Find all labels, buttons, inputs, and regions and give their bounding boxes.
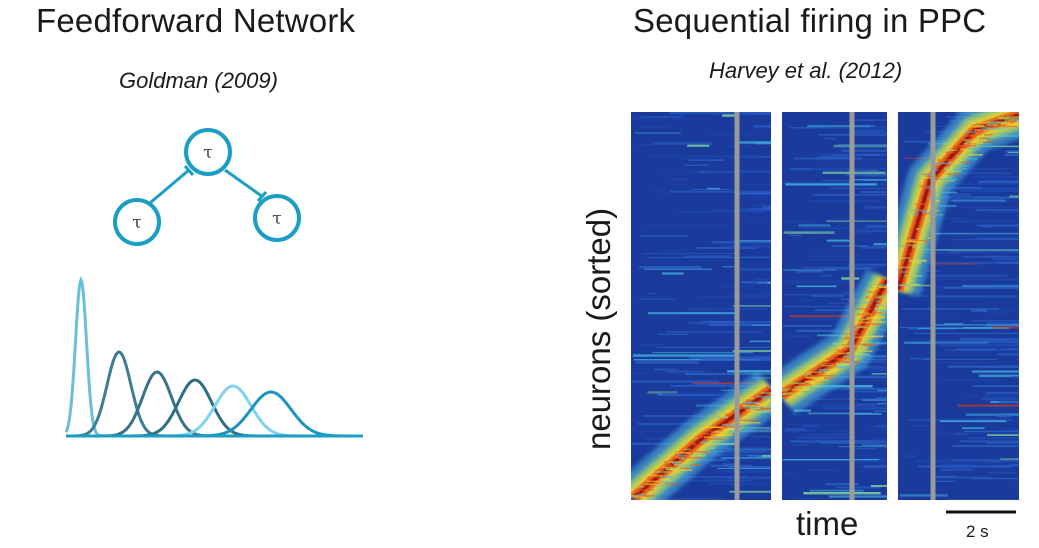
node-left-label: τ xyxy=(132,213,141,233)
scale-bar-label: 2 s xyxy=(966,522,989,541)
feedforward-network-diagram: τ τ τ xyxy=(113,128,301,246)
node-right xyxy=(253,194,301,242)
node-left xyxy=(113,198,161,246)
node-top-label: τ xyxy=(203,143,212,163)
left-panel-title: Feedforward Network xyxy=(36,2,356,39)
heatmap-panel-3 xyxy=(898,112,1019,500)
synapse-right xyxy=(256,191,268,202)
edge-top-to-right xyxy=(224,168,264,199)
left-panel-citation: Goldman (2009) xyxy=(119,68,278,93)
heatmap-panel-2 xyxy=(782,112,887,500)
activity-curves xyxy=(64,275,363,438)
right-panel-title: Sequential firing in PPC xyxy=(633,2,987,39)
node-top xyxy=(184,128,232,176)
edge-top-to-left xyxy=(149,168,190,205)
heatmap-panel-1 xyxy=(631,112,771,500)
right-panel-citation: Harvey et al. (2012) xyxy=(709,58,903,83)
x-axis-label: time xyxy=(796,505,859,542)
node-right-label: τ xyxy=(272,209,281,229)
synapse-left xyxy=(183,165,195,176)
